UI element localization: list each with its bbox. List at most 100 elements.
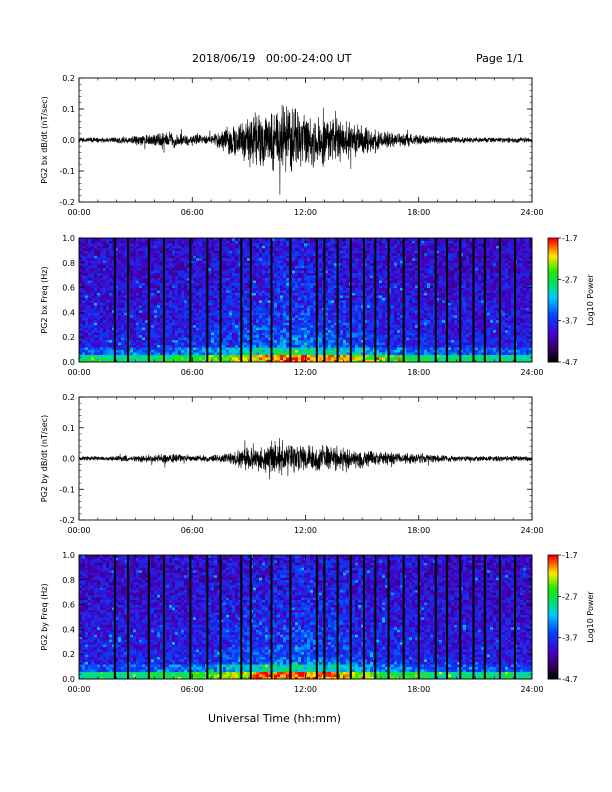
spectrogram-cell (280, 304, 284, 308)
spectrogram-cell (211, 247, 215, 251)
spectrogram-cell (235, 334, 239, 338)
spectrogram-cell (151, 300, 155, 303)
spectrogram-cell (283, 250, 287, 254)
spectrogram-cell (226, 347, 230, 350)
spectrogram-cell (94, 245, 98, 249)
spectrogram-cell (79, 322, 83, 326)
spectrogram-cell (142, 282, 146, 286)
spectrogram-cell (304, 319, 308, 323)
spectrogram-cell (331, 359, 335, 363)
spectrogram-cell (283, 357, 287, 360)
spectrogram-cell (103, 245, 107, 249)
spectrogram-cell (112, 317, 116, 321)
spectrogram-cell (139, 302, 143, 306)
spectrogram-cell (238, 324, 242, 328)
spectrogram-cell (181, 300, 185, 303)
spectrogram-cell (175, 344, 179, 348)
spectrogram-cell (304, 322, 308, 326)
spectrogram-cell (226, 255, 230, 259)
spectrogram-cell (79, 324, 83, 328)
spectrogram-cell (343, 352, 347, 355)
spectrogram-cell (334, 262, 338, 266)
spectrogram-cell (115, 307, 119, 311)
spectrogram-cell (232, 344, 236, 348)
spectrogram-cell (208, 272, 212, 276)
spectrogram-cell (295, 245, 299, 249)
spectrogram-cell (184, 275, 188, 279)
spectrogram-cell (244, 262, 248, 266)
spectrogram-cell (343, 260, 347, 264)
spectrogram-cell (193, 267, 197, 271)
spectrogram-cell (337, 317, 341, 321)
spectrogram-cell (190, 329, 194, 333)
spectrogram-cell (220, 352, 224, 355)
spectrogram-cell (307, 339, 311, 343)
spectrogram-cell (325, 339, 329, 343)
spectrogram-cell (214, 240, 218, 244)
spectrogram-cell (319, 344, 323, 348)
spectrogram-cell (307, 347, 311, 350)
spectrogram-cell (274, 347, 278, 350)
spectrogram-cell (262, 245, 266, 249)
spectrogram-cell (79, 260, 83, 264)
spectrogram-cell (94, 250, 98, 254)
spectrogram-cell (286, 287, 290, 291)
spectrogram-cell (100, 322, 104, 326)
spectrogram-cell (280, 312, 284, 316)
spectrogram-cell (187, 352, 191, 355)
spectrogram-cell (283, 327, 287, 331)
spectrogram-cell (142, 287, 146, 291)
spectrogram-cell (337, 255, 341, 259)
spectrogram-cell (286, 245, 290, 249)
spectrogram-cell (97, 347, 101, 350)
spectrogram-cell (181, 247, 185, 251)
spectrogram-cell (85, 265, 89, 269)
spectrogram-cell (118, 359, 122, 363)
spectrogram-cell (367, 319, 371, 323)
spectrogram-cell (334, 344, 338, 348)
spectrogram-cell (223, 347, 227, 350)
spectrogram-cell (91, 295, 95, 298)
spectrogram-cell (166, 245, 170, 249)
spectrogram-cell (304, 354, 308, 358)
spectrogram-cell (145, 240, 149, 244)
spectrogram-cell (166, 347, 170, 350)
spectrogram-cell (91, 238, 95, 241)
spectrogram-cell (79, 275, 83, 279)
spectrogram-cell (283, 304, 287, 308)
spectrogram-cell (265, 242, 269, 246)
spectrogram-cell (118, 302, 122, 306)
spectrogram-cell (202, 312, 206, 316)
spectrogram-cell (88, 280, 92, 284)
spectrogram-cell (145, 242, 149, 246)
spectrogram-cell (91, 352, 95, 355)
spectrogram-cell (340, 245, 344, 249)
spectrogram-cell (235, 242, 239, 246)
spectrogram-cell (91, 329, 95, 333)
spectrogram-cell (247, 307, 251, 311)
spectrogram-cell (193, 255, 197, 259)
spectrogram-cell (169, 277, 173, 281)
spectrogram-cell (229, 275, 233, 279)
spectrogram-cell (121, 309, 125, 313)
spectrogram-cell (223, 300, 227, 303)
spectrogram-cell (184, 324, 188, 328)
spectrogram-cell (310, 255, 314, 259)
spectrogram-cell (157, 332, 161, 336)
spectrogram-cell (157, 297, 161, 301)
spectrogram-cell (223, 342, 227, 346)
spectrogram-cell (187, 245, 191, 249)
spectrogram-cell (331, 334, 335, 338)
spectrogram-cell (217, 282, 221, 286)
spectrogram-cell (103, 287, 107, 291)
spectrogram-cell (268, 349, 272, 353)
spectrogram-cell (307, 275, 311, 279)
spectrogram-cell (367, 322, 371, 326)
spectrogram-cell (202, 317, 206, 321)
spectrogram-cell (136, 287, 140, 291)
spectrogram-cell (238, 297, 242, 301)
spectrogram-cell (331, 344, 335, 348)
spectrogram-cell (223, 317, 227, 321)
spectrogram-cell (364, 322, 368, 326)
spectrogram-cell (358, 357, 362, 360)
